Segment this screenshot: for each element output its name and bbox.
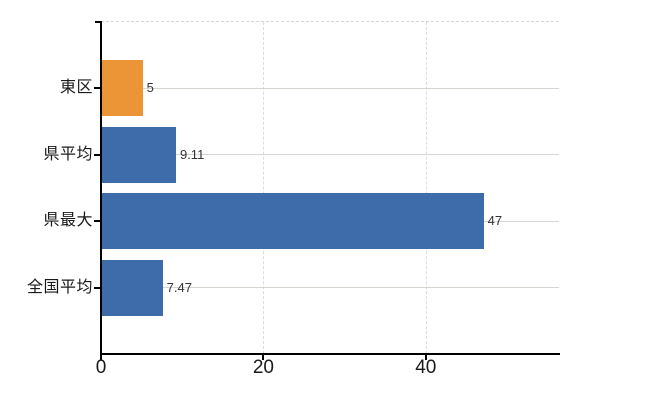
bar-県平均[interactable] (102, 126, 176, 183)
y-axis-top-tick (95, 21, 101, 23)
y-axis-tick (94, 220, 101, 223)
x-axis-line (100, 353, 560, 355)
bar-東区[interactable] (102, 60, 143, 117)
x-tick-label-0: 0 (95, 357, 107, 378)
bar-value-label: 9.11 (179, 146, 205, 162)
bar-value-label: 5 (146, 80, 154, 96)
y-axis-line (100, 21, 102, 355)
x-gridline-20 (263, 22, 265, 354)
x-gridline-40 (425, 22, 427, 354)
bar-全国平均[interactable] (102, 259, 163, 316)
y-gridline (101, 287, 559, 289)
bar-value-label: 47 (487, 213, 503, 229)
bar-県最大[interactable] (102, 193, 484, 250)
x-axis-tick-40 (424, 354, 427, 360)
category-label-県最大: 県最大 (43, 212, 93, 230)
y-gridline (101, 154, 559, 156)
category-label-東区: 東区 (59, 79, 93, 97)
x-axis-tick-0 (100, 354, 102, 360)
category-label-全国平均: 全国平均 (26, 278, 93, 296)
x-tick-label-40: 40 (415, 357, 437, 378)
category-label-県平均: 県平均 (43, 145, 93, 163)
y-axis-tick (94, 153, 101, 156)
bar-value-label: 7.47 (166, 279, 192, 295)
x-axis-tick-20 (262, 354, 265, 360)
y-axis-tick (94, 87, 101, 90)
x-tick-label-20: 20 (252, 357, 274, 378)
y-gridline (101, 87, 559, 89)
y-axis-tick (94, 286, 101, 289)
plot-top-border (101, 21, 559, 22)
